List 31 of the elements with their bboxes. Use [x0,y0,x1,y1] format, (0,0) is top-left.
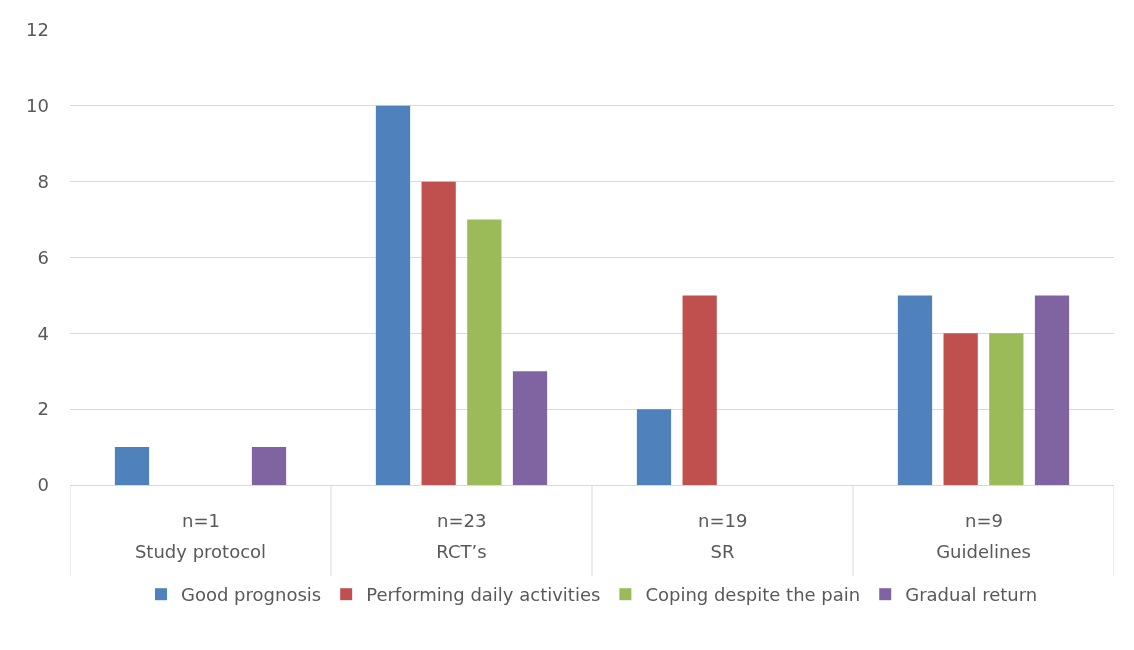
text: n=1 [182,510,220,531]
legend-label: Gradual return [905,584,1038,606]
bar [943,333,978,485]
x-tick-label: Study protocol [134,540,267,562]
x-tick-label: Guidelines [936,540,1031,562]
bar [636,409,672,485]
bar [251,447,287,485]
bar [467,219,502,485]
bar [682,295,717,485]
text: n=23 [437,510,487,531]
bar [897,295,933,485]
y-tick-label: 4 [37,322,49,344]
legend-label: Good prognosis [181,584,322,606]
bar [421,181,456,485]
y-tick-label: 6 [37,246,49,268]
bar [375,105,411,485]
bar [114,447,150,485]
bar [1034,295,1070,485]
x-tick-label: RCT’s [436,540,487,562]
y-tick-label: 0 [37,474,49,496]
y-tick-label: 2 [37,398,49,420]
y-tick-label: 10 [26,95,49,117]
bar [989,333,1024,485]
y-tick-label: 8 [37,170,49,192]
bar [512,371,548,485]
x-tick-label: SR [710,540,735,562]
text: n=19 [698,510,748,531]
y-tick-label: 12 [26,19,49,41]
legend-label: Performing daily activities [366,584,601,606]
text: n=9 [965,510,1003,531]
legend-label: Coping despite the pain [645,584,861,606]
